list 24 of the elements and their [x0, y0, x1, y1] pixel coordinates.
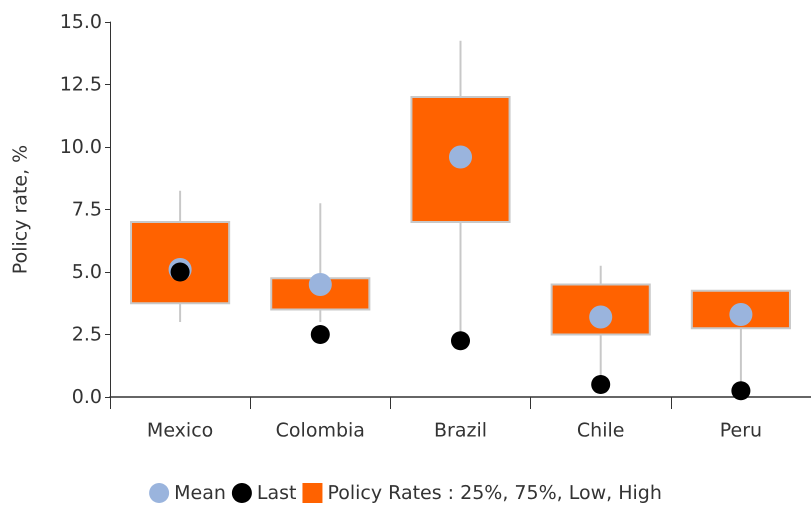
legend-label: Last: [256, 482, 296, 504]
x-tick-label: Brazil: [434, 420, 488, 442]
y-tick-label: 10.0: [60, 136, 102, 158]
y-axis-title: Policy rate, %: [10, 144, 32, 274]
point: [589, 306, 612, 328]
point: [449, 146, 472, 168]
point: [451, 331, 470, 350]
x-tick-label: Colombia: [276, 420, 365, 442]
point: [729, 303, 752, 326]
y-tick-label: 15.0: [60, 11, 102, 33]
point: [731, 381, 750, 400]
x-tick-label: Peru: [720, 420, 762, 442]
y-tick-label: 5.0: [72, 261, 102, 283]
legend-label: Policy Rates : 25%, 75%, Low, High: [327, 482, 662, 504]
x-tick-label: Chile: [576, 420, 624, 442]
point: [310, 325, 330, 344]
y-tick-label: 2.5: [72, 324, 102, 346]
point: [308, 273, 332, 296]
x-tick-label: Mexico: [146, 420, 214, 442]
y-tick-label: 0.0: [72, 386, 102, 408]
y-tick-label: 12.5: [60, 74, 102, 96]
y-tick-label: 7.5: [72, 198, 102, 220]
legend-label: Mean: [174, 482, 226, 504]
point: [591, 375, 610, 394]
